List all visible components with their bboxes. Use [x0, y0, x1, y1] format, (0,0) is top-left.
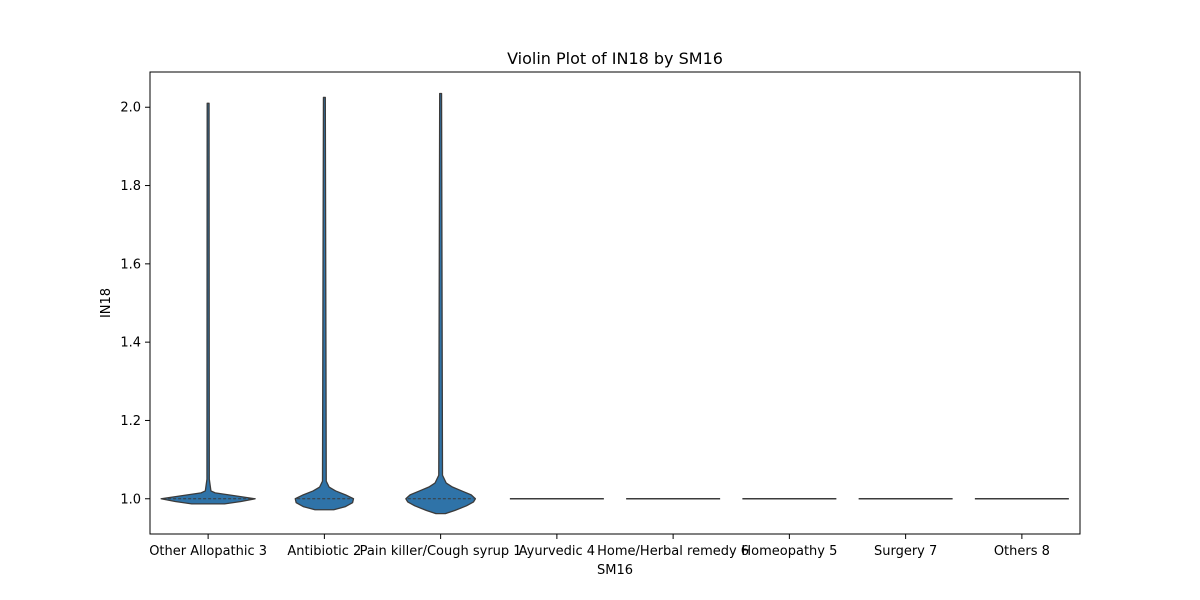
y-tick-label: 1.0 [120, 492, 141, 507]
plot-frame [149, 71, 1081, 535]
violin-body [160, 102, 256, 505]
x-tick-label: Others 8 [994, 544, 1050, 559]
y-tick-label: 1.2 [120, 414, 141, 429]
x-axis-label: SM16 [597, 563, 633, 578]
chart-title: Violin Plot of IN18 by SM16 [507, 49, 723, 68]
violin-body [294, 96, 355, 511]
x-tick-label: Ayurvedic 4 [519, 544, 595, 559]
y-axis-label: IN18 [99, 288, 114, 318]
x-tick-label: Home/Herbal remedy 6 [597, 544, 749, 559]
y-tick-label: 1.4 [120, 336, 141, 351]
y-tick-label: 1.8 [120, 179, 141, 194]
violin-body [405, 92, 477, 515]
x-tick-label: Antibiotic 2 [287, 544, 361, 559]
x-tick-label: Other Allopathic 3 [149, 544, 267, 559]
violin-marks [160, 92, 1069, 515]
x-tick-label: Pain killer/Cough syrup 1 [360, 544, 522, 559]
x-tick-label: Surgery 7 [874, 544, 937, 559]
y-axis: 1.0 1.2 1.4 1.6 1.8 2.0 [120, 101, 150, 507]
y-tick-label: 2.0 [120, 101, 141, 116]
x-tick-label: Homeopathy 5 [741, 544, 837, 559]
y-tick-label: 1.6 [120, 257, 141, 272]
